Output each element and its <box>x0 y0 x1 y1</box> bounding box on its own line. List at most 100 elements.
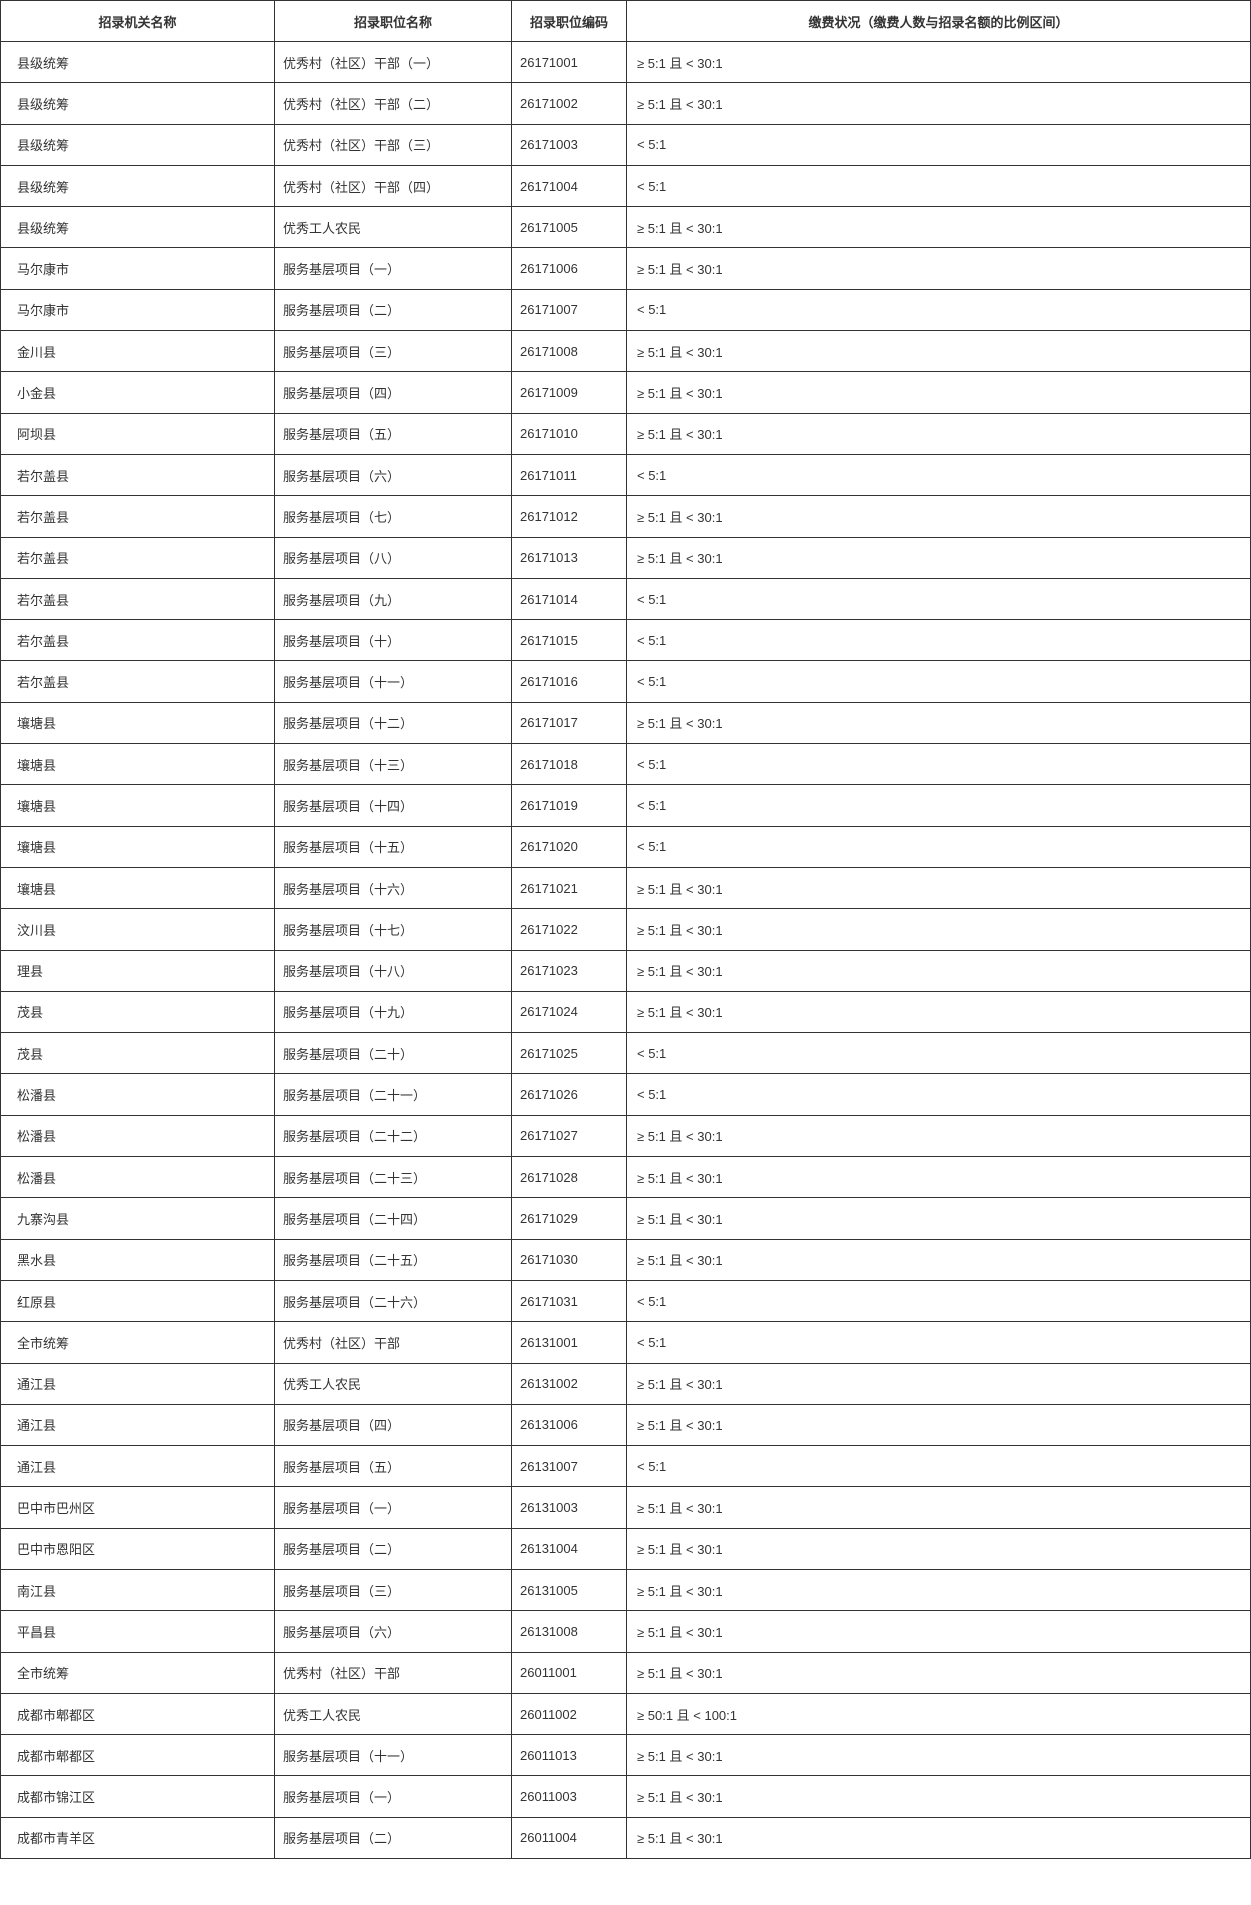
payment-cell: ≥ 5:1 且 < 30:1 <box>626 1610 1251 1653</box>
position-cell: 优秀工人农民 <box>274 206 512 249</box>
agency-cell: 壤塘县 <box>0 866 275 910</box>
agency-cell: 九寨沟县 <box>0 1197 275 1240</box>
code-cell: 26171007 <box>511 288 627 332</box>
payment-cell: ≥ 5:1 且 < 30:1 <box>626 495 1251 538</box>
table-row: 壤塘县 服务基层项目（十四） 26171019 < 5:1 <box>0 784 1251 827</box>
payment-cell: ≥ 5:1 且 < 30:1 <box>626 1114 1251 1158</box>
position-cell: 服务基层项目（六） <box>274 453 512 497</box>
code-cell: 26171021 <box>511 866 627 910</box>
payment-cell: ≥ 5:1 且 < 30:1 <box>626 1734 1251 1777</box>
position-cell: 优秀村（社区）干部（二） <box>274 82 512 125</box>
agency-cell: 理县 <box>0 949 275 992</box>
position-cell: 服务基层项目（十七） <box>274 908 512 951</box>
table-row: 全市统筹 优秀村（社区）干部 26131001 < 5:1 <box>0 1321 1251 1364</box>
code-cell: 26171023 <box>511 949 627 992</box>
position-cell: 服务基层项目（三） <box>274 330 512 373</box>
payment-cell: ≥ 5:1 且 < 30:1 <box>626 1403 1251 1447</box>
position-cell: 服务基层项目（二十六） <box>274 1279 512 1323</box>
table-body: 县级统筹 优秀村（社区）干部（一） 26171001 ≥ 5:1 且 < 30:1 县级… <box>0 40 1251 1860</box>
code-cell: 26011002 <box>511 1692 627 1736</box>
payment-cell: ≥ 5:1 且 < 30:1 <box>626 1568 1251 1612</box>
table-row: 巴中市恩阳区 服务基层项目（二） 26131004 ≥ 5:1 且 < 30:1 <box>0 1527 1251 1570</box>
agency-cell: 通江县 <box>0 1445 275 1488</box>
table-row: 壤塘县 服务基层项目（十三） 26171018 < 5:1 <box>0 743 1251 786</box>
position-cell: 服务基层项目（十二） <box>274 701 512 745</box>
payment-cell: < 5:1 <box>626 164 1251 208</box>
code-cell: 26171010 <box>511 412 627 455</box>
table-row: 小金县 服务基层项目（四） 26171009 ≥ 5:1 且 < 30:1 <box>0 371 1251 414</box>
table-row: 成都市锦江区 服务基层项目（一） 26011003 ≥ 5:1 且 < 30:1 <box>0 1775 1251 1818</box>
position-cell: 服务基层项目（十九） <box>274 990 512 1034</box>
payment-cell: < 5:1 <box>626 1279 1251 1323</box>
payment-cell: < 5:1 <box>626 1073 1251 1116</box>
code-cell: 26171025 <box>511 1032 627 1075</box>
agency-cell: 若尔盖县 <box>0 495 275 538</box>
code-cell: 26171005 <box>511 206 627 249</box>
payment-cell: ≥ 5:1 且 < 30:1 <box>626 1775 1251 1818</box>
payment-cell: ≥ 5:1 且 < 30:1 <box>626 908 1251 951</box>
agency-cell: 松潘县 <box>0 1114 275 1158</box>
position-cell: 优秀工人农民 <box>274 1362 512 1405</box>
agency-cell: 若尔盖县 <box>0 619 275 662</box>
payment-cell: < 5:1 <box>626 619 1251 662</box>
agency-cell: 壤塘县 <box>0 701 275 745</box>
payment-cell: ≥ 5:1 且 < 30:1 <box>626 1156 1251 1199</box>
code-cell: 26171003 <box>511 123 627 166</box>
agency-cell: 若尔盖县 <box>0 453 275 497</box>
agency-cell: 小金县 <box>0 371 275 414</box>
table-row: 若尔盖县 服务基层项目（六） 26171011 < 5:1 <box>0 453 1251 497</box>
table-row: 平昌县 服务基层项目（六） 26131008 ≥ 5:1 且 < 30:1 <box>0 1610 1251 1653</box>
code-cell: 26131006 <box>511 1403 627 1447</box>
agency-cell: 若尔盖县 <box>0 536 275 579</box>
position-cell: 服务基层项目（十八） <box>274 949 512 992</box>
table-row: 若尔盖县 服务基层项目（十） 26171015 < 5:1 <box>0 619 1251 662</box>
table-row: 汶川县 服务基层项目（十七） 26171022 ≥ 5:1 且 < 30:1 <box>0 908 1251 951</box>
payment-cell: < 5:1 <box>626 288 1251 332</box>
position-cell: 服务基层项目（五） <box>274 1445 512 1488</box>
code-cell: 26171020 <box>511 825 627 868</box>
table-row: 巴中市巴州区 服务基层项目（一） 26131003 ≥ 5:1 且 < 30:1 <box>0 1486 1251 1529</box>
position-cell: 优秀村（社区）干部 <box>274 1651 512 1694</box>
payment-cell: ≥ 5:1 且 < 30:1 <box>626 1486 1251 1529</box>
table-row: 马尔康市 服务基层项目（二） 26171007 < 5:1 <box>0 288 1251 332</box>
payment-cell: ≥ 5:1 且 < 30:1 <box>626 1651 1251 1694</box>
payment-cell: < 5:1 <box>626 784 1251 827</box>
agency-cell: 松潘县 <box>0 1156 275 1199</box>
position-cell: 服务基层项目（七） <box>274 495 512 538</box>
agency-cell: 县级统筹 <box>0 164 275 208</box>
position-cell: 服务基层项目（二） <box>274 1816 512 1860</box>
position-cell: 服务基层项目（二） <box>274 1527 512 1570</box>
table-row: 马尔康市 服务基层项目（一） 26171006 ≥ 5:1 且 < 30:1 <box>0 247 1251 290</box>
table-row: 茂县 服务基层项目（二十） 26171025 < 5:1 <box>0 1032 1251 1075</box>
agency-cell: 全市统筹 <box>0 1321 275 1364</box>
payment-cell: ≥ 5:1 且 < 30:1 <box>626 1238 1251 1281</box>
position-cell: 服务基层项目（一） <box>274 1775 512 1818</box>
code-cell: 26131004 <box>511 1527 627 1570</box>
code-cell: 26171026 <box>511 1073 627 1116</box>
position-cell: 优秀村（社区）干部（四） <box>274 164 512 208</box>
table-row: 通江县 优秀工人农民 26131002 ≥ 5:1 且 < 30:1 <box>0 1362 1251 1405</box>
agency-cell: 成都市郫都区 <box>0 1734 275 1777</box>
position-cell: 服务基层项目（六） <box>274 1610 512 1653</box>
payment-cell: ≥ 5:1 且 < 30:1 <box>626 866 1251 910</box>
position-cell: 服务基层项目（十一） <box>274 1734 512 1777</box>
code-cell: 26171029 <box>511 1197 627 1240</box>
code-cell: 26171009 <box>511 371 627 414</box>
code-cell: 26171004 <box>511 164 627 208</box>
table-row: 县级统筹 优秀工人农民 26171005 ≥ 5:1 且 < 30:1 <box>0 206 1251 249</box>
column-header-agency: 招录机关名称 <box>0 0 275 42</box>
table-row: 县级统筹 优秀村（社区）干部（一） 26171001 ≥ 5:1 且 < 30:1 <box>0 40 1251 84</box>
agency-cell: 全市统筹 <box>0 1651 275 1694</box>
agency-cell: 红原县 <box>0 1279 275 1323</box>
payment-cell: ≥ 5:1 且 < 30:1 <box>626 247 1251 290</box>
position-cell: 服务基层项目（二） <box>274 288 512 332</box>
column-header-position: 招录职位名称 <box>274 0 512 42</box>
code-cell: 26171030 <box>511 1238 627 1281</box>
table-row: 南江县 服务基层项目（三） 26131005 ≥ 5:1 且 < 30:1 <box>0 1568 1251 1612</box>
recruitment-payment-table: 招录机关名称 招录职位名称 招录职位编码 缴费状况（缴费人数与招录名额的比例区间） 县… <box>0 0 1251 1860</box>
code-cell: 26171019 <box>511 784 627 827</box>
agency-cell: 茂县 <box>0 1032 275 1075</box>
code-cell: 26011004 <box>511 1816 627 1860</box>
agency-cell: 成都市郫都区 <box>0 1692 275 1736</box>
code-cell: 26011001 <box>511 1651 627 1694</box>
